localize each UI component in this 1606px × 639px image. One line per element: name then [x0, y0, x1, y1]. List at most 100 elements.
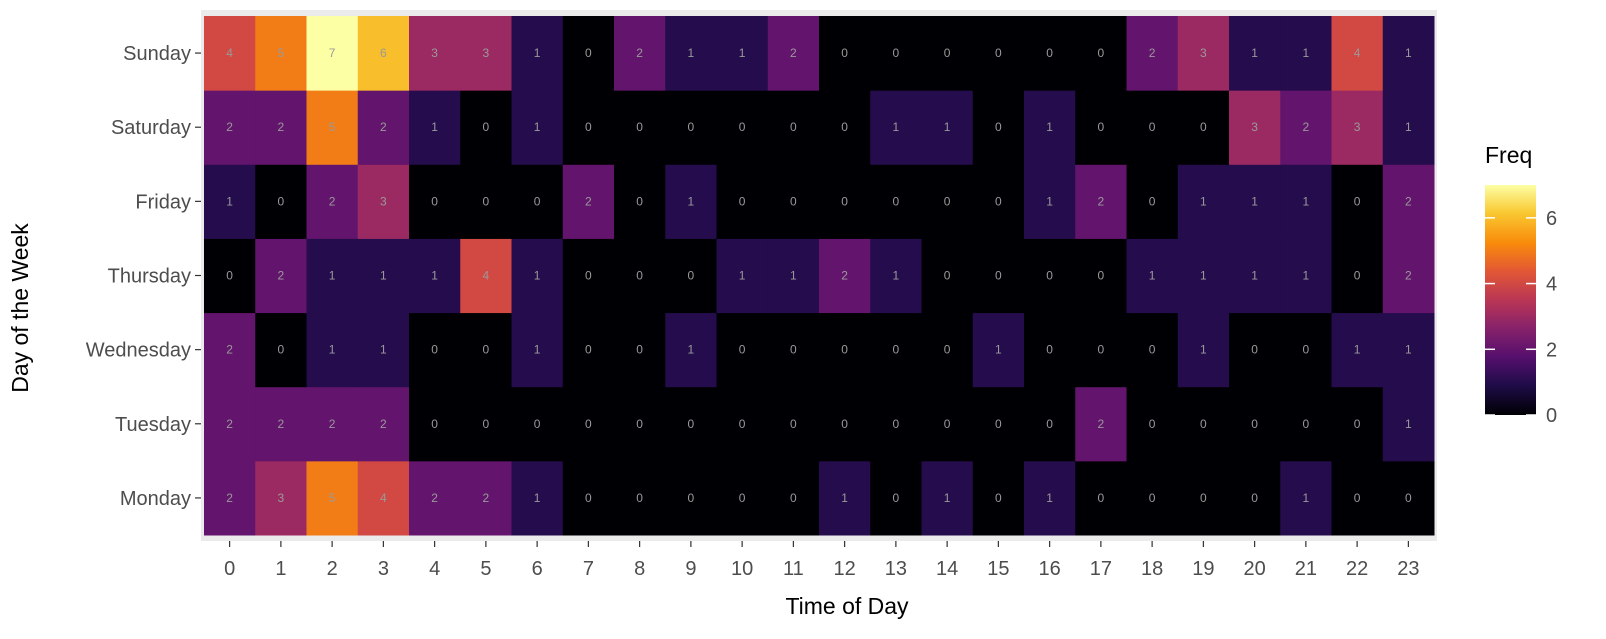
heatmap-cell [357, 386, 410, 462]
cell-value-label: 0 [944, 343, 951, 357]
heatmap-cell [665, 16, 717, 91]
x-tick-label: 9 [685, 558, 696, 580]
cell-value-label: 2 [329, 417, 336, 431]
heatmap-cell [819, 460, 871, 536]
cell-value-label: 3 [431, 46, 438, 60]
cell-value-label: 1 [739, 46, 746, 60]
x-tick-label: 5 [480, 558, 491, 580]
heatmap-cell [1177, 386, 1230, 462]
cell-value-label: 0 [278, 194, 285, 208]
heatmap-cell [1177, 164, 1230, 239]
cell-value-label: 0 [739, 120, 746, 134]
heatmap-cell [1024, 238, 1076, 314]
heatmap-cell [870, 460, 922, 536]
cell-value-label: 1 [1200, 343, 1207, 357]
heatmap-cell [716, 16, 769, 91]
heatmap-cell [870, 16, 922, 91]
heatmap-cell [1280, 90, 1332, 165]
cell-value-label: 2 [226, 417, 233, 431]
x-tick-label: 15 [987, 558, 1009, 580]
x-tick-label: 7 [583, 558, 594, 580]
heatmap-cell [562, 312, 615, 388]
heatmap-cell [767, 312, 820, 388]
cell-value-label: 1 [1405, 343, 1412, 357]
cell-value-label: 0 [688, 491, 695, 505]
cell-value-label: 0 [688, 269, 695, 283]
cell-value-label: 0 [1098, 269, 1105, 283]
cell-value-label: 5 [329, 120, 336, 134]
heatmap-cell [767, 460, 820, 536]
heatmap-cell [1331, 164, 1384, 239]
cell-value-label: 1 [1200, 269, 1207, 283]
heatmap-cell [1280, 460, 1332, 536]
heatmap-cell [460, 90, 512, 165]
heatmap-cell [716, 238, 769, 314]
heatmap-cell [357, 460, 410, 536]
heatmap-cell [1382, 164, 1435, 239]
cell-value-label: 4 [483, 269, 490, 283]
cell-value-label: 5 [329, 491, 336, 505]
cell-value-label: 1 [688, 46, 695, 60]
heatmap-cell [357, 238, 410, 314]
heatmap-cell [972, 238, 1025, 314]
heatmap-cell [1229, 164, 1281, 239]
cell-value-label: 0 [1098, 120, 1105, 134]
cell-value-label: 0 [944, 46, 951, 60]
cell-value-label: 1 [1046, 194, 1053, 208]
cell-value-label: 0 [893, 491, 900, 505]
heatmap-cell [1177, 312, 1230, 388]
cell-value-label: 2 [483, 491, 490, 505]
cell-value-label: 3 [1251, 120, 1258, 134]
cell-value-label: 0 [431, 343, 438, 357]
cell-value-label: 0 [790, 417, 797, 431]
heatmap-cell [1126, 386, 1179, 462]
heatmap-cell [1229, 312, 1281, 388]
x-tick-label: 11 [783, 558, 804, 580]
cell-value-label: 0 [1354, 417, 1361, 431]
cell-value-label: 2 [1405, 194, 1412, 208]
heatmap-cell [306, 164, 359, 239]
cell-value-label: 1 [1303, 46, 1310, 60]
heatmap-cell [767, 90, 820, 165]
heatmap-cell [614, 460, 666, 536]
cell-value-label: 0 [1251, 343, 1258, 357]
cell-value-label: 1 [380, 343, 387, 357]
cell-value-label: 0 [995, 417, 1002, 431]
x-tick-label: 4 [429, 558, 440, 580]
heatmap-cell [255, 460, 307, 536]
cell-value-label: 0 [1149, 417, 1156, 431]
heatmap-cell [204, 16, 256, 91]
cell-value-label: 0 [585, 120, 592, 134]
heatmap-cell [255, 238, 307, 314]
x-tick-label: 13 [885, 558, 907, 580]
heatmap-cell [1382, 238, 1435, 314]
heatmap-cell [460, 16, 512, 91]
cell-value-label: 0 [1354, 269, 1361, 283]
heatmap-cell [614, 164, 666, 239]
cell-value-label: 2 [380, 417, 387, 431]
x-tick-label: 14 [936, 558, 958, 580]
cell-value-label: 0 [431, 194, 438, 208]
heatmap-cell [1331, 460, 1384, 536]
cell-value-label: 2 [226, 120, 233, 134]
heatmap-cell [819, 386, 871, 462]
heatmap-cell [870, 90, 922, 165]
y-axis-title: Day of the Week [7, 223, 33, 393]
heatmap-cell [204, 90, 256, 165]
heatmap-cell [460, 164, 512, 239]
cell-value-label: 0 [1303, 417, 1310, 431]
heatmap-cell [255, 90, 307, 165]
heatmap-cell [562, 238, 615, 314]
cell-value-label: 1 [534, 46, 541, 60]
legend-tick-label: 0 [1546, 405, 1557, 427]
heatmap-cell [1280, 164, 1332, 239]
cell-value-label: 0 [483, 194, 490, 208]
x-tick-label: 12 [834, 558, 856, 580]
cell-value-label: 4 [380, 491, 387, 505]
heatmap-cell [255, 386, 307, 462]
heatmap-cell [1382, 16, 1435, 91]
x-tick-label: 22 [1346, 558, 1368, 580]
cell-value-label: 0 [1098, 46, 1105, 60]
cell-value-label: 0 [483, 343, 490, 357]
heatmap-cell [204, 238, 256, 314]
